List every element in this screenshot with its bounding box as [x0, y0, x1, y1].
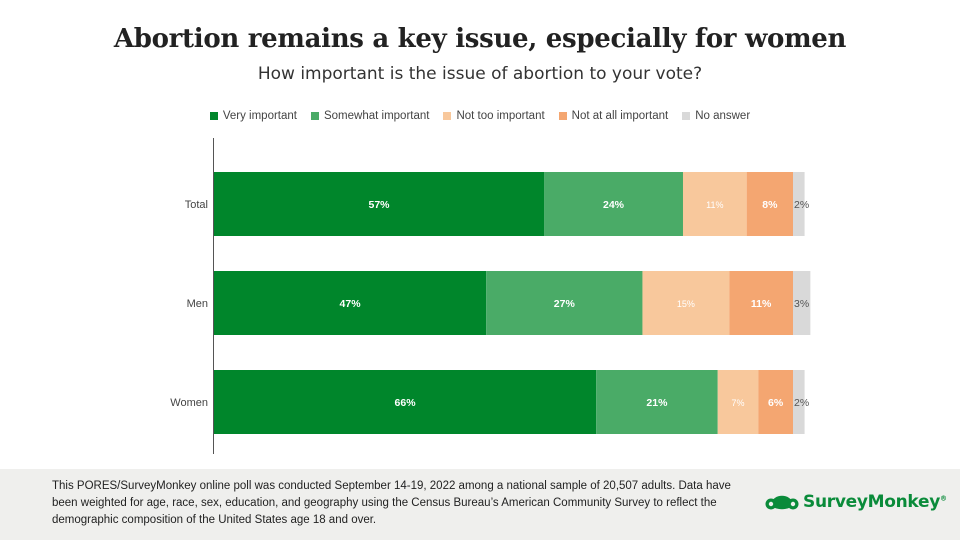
legend-swatch [682, 112, 691, 120]
legend-label: Somewhat important [323, 110, 430, 122]
data-label: 2% [794, 199, 809, 211]
bar-segment-no-answer [793, 370, 805, 434]
category-label-total: Total [185, 199, 208, 211]
bar-segment-very-important [214, 271, 487, 335]
legend: Very important Somewhat important Not to… [0, 110, 960, 122]
category-label-men: Men [187, 298, 208, 310]
bar-segment-somewhat-important [544, 172, 683, 236]
legend-swatch [443, 112, 452, 120]
bar-segment-not-at-all-important [758, 370, 793, 434]
data-label: 11% [751, 298, 772, 310]
data-label: 66% [395, 397, 417, 409]
data-label: 47% [340, 298, 362, 310]
bar-segment-very-important [214, 172, 545, 236]
data-label: 3% [794, 298, 809, 310]
data-label: 15% [677, 299, 695, 309]
data-label: 8% [762, 199, 778, 211]
surveymonkey-logo-icon [765, 495, 799, 510]
bar-segment-not-too-important [717, 370, 759, 434]
legend-label: Not at all important [571, 110, 669, 122]
chart-title: Abortion remains a key issue, especially… [113, 24, 847, 54]
bar-segment-no-answer [793, 271, 811, 335]
legend-item-no-answer: No answer [682, 110, 750, 122]
bar-segment-not-at-all-important [729, 271, 793, 335]
legend-item-not-too-important: Not too important [443, 110, 545, 122]
bar-segment-not-too-important [642, 271, 730, 335]
bar-segment-not-too-important [682, 172, 747, 236]
data-label: 7% [731, 398, 744, 408]
logo-wordmark: SurveyMonkey® [803, 492, 947, 512]
data-label: 11% [706, 200, 723, 210]
bar-segment-somewhat-important [486, 271, 643, 335]
bar-segment-very-important [214, 370, 597, 434]
data-label: 21% [646, 397, 668, 409]
stacked-bar-chart: Total 57% 24% 11% 8% 2% Men 47% 27% 15% 11% 3% Women… [170, 138, 811, 454]
legend-swatch [310, 112, 319, 120]
legend-item-somewhat-important: Somewhat important [310, 110, 430, 122]
data-label: 2% [794, 397, 809, 409]
surveymonkey-logo: SurveyMonkey® [765, 491, 947, 513]
data-label: 27% [554, 298, 576, 310]
legend-swatch [209, 112, 218, 120]
legend-item-very-important: Very important [209, 110, 297, 122]
footer: This PORES/SurveyMonkey online poll was … [0, 469, 960, 540]
methodology-note: This PORES/SurveyMonkey online poll was … [52, 480, 731, 526]
data-label: 6% [768, 397, 784, 409]
legend-label: Not too important [456, 110, 545, 122]
bar-segment-not-at-all-important [746, 172, 793, 236]
data-label: 57% [369, 199, 391, 211]
bar-segment-no-answer [793, 172, 805, 236]
legend-item-not-at-all-important: Not at all important [558, 110, 669, 122]
chart-subtitle: How important is the issue of abortion t… [257, 64, 703, 84]
legend-swatch [558, 112, 567, 120]
legend-label: No answer [695, 110, 751, 122]
bar-segment-somewhat-important [596, 370, 718, 434]
legend-label: Very important [222, 110, 297, 122]
data-label: 24% [603, 199, 625, 211]
category-label-women: Women [170, 397, 208, 409]
